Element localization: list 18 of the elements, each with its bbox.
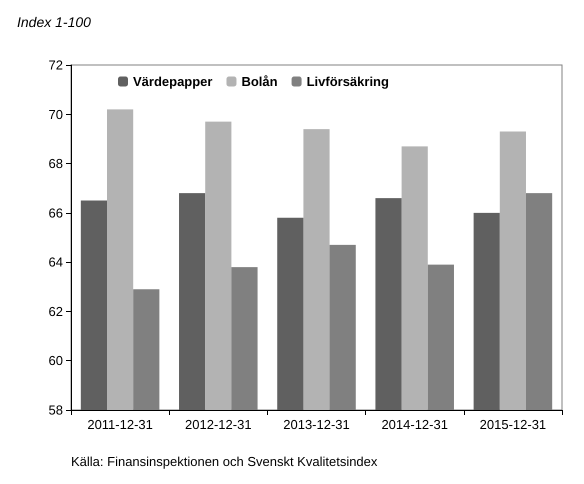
y-tick-label: 64 — [48, 254, 63, 270]
y-tick-label: 66 — [48, 205, 63, 220]
x-tick-label: 2011-12-31 — [87, 417, 153, 432]
y-tick-label: 68 — [48, 156, 63, 172]
legend-label: Värdepapper — [133, 74, 212, 89]
y-tick-label: 72 — [48, 58, 63, 72]
x-tick-label: 2013-12-31 — [283, 417, 350, 432]
y-tick-label: 60 — [48, 353, 63, 368]
y-tick-label: 70 — [48, 106, 63, 122]
chart-title: Index 1-100 — [17, 14, 92, 30]
x-tick-label: 2015-12-31 — [480, 417, 546, 432]
legend-label: Bolån — [241, 74, 278, 89]
y-tick-label: 58 — [48, 402, 63, 418]
y-tick-label: 62 — [48, 304, 63, 319]
legend-label: Livförsäkring — [306, 74, 389, 89]
x-tick-label: 2014-12-31 — [381, 417, 448, 432]
text: Källa: Finansinspektionen och Svenskt Kvalitetsindex — [71, 454, 378, 469]
x-tick-label: 2012-12-31 — [185, 417, 252, 432]
